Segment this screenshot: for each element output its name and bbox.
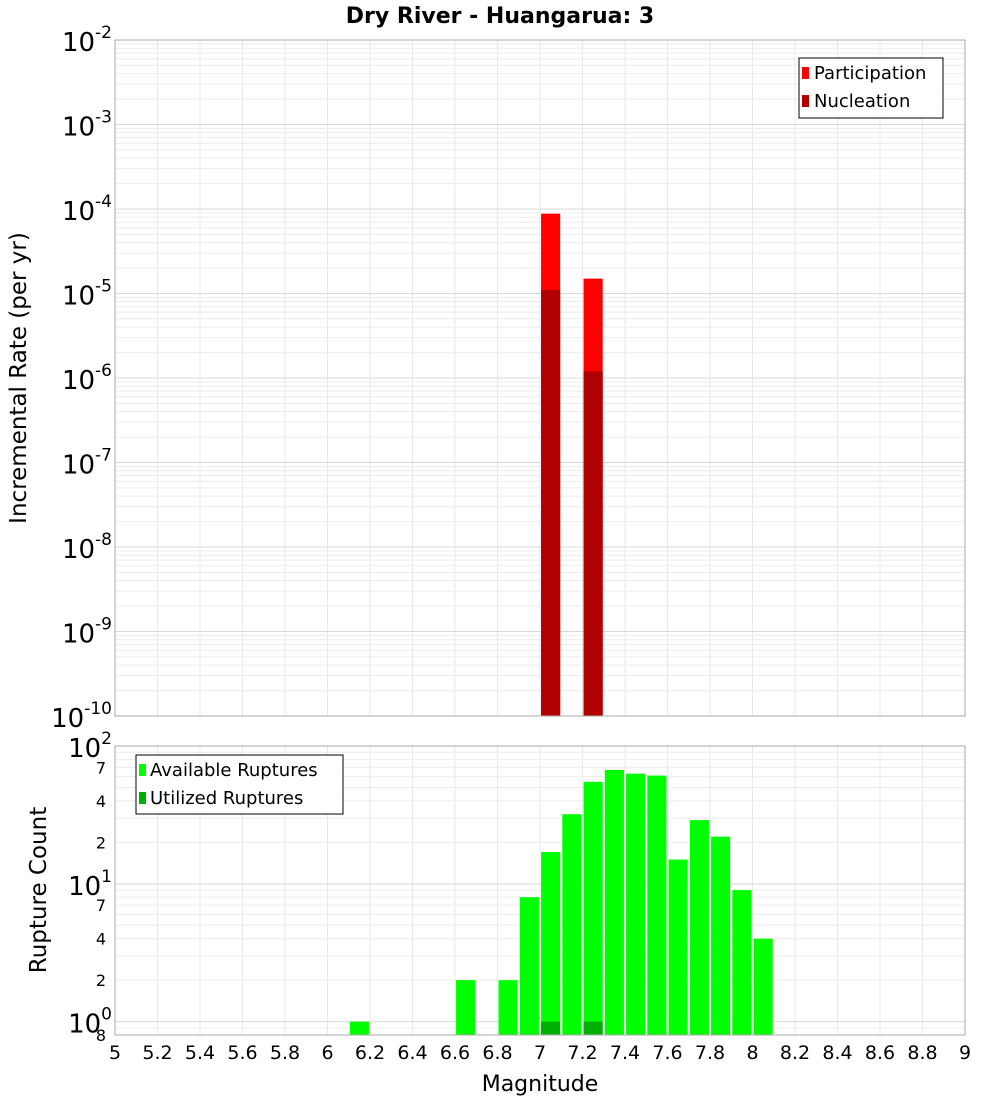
top-legend-box bbox=[798, 57, 944, 119]
bottom-available-ruptures-bar-9 bbox=[647, 775, 667, 1035]
bottom-available-ruptures-bar-10 bbox=[668, 859, 688, 1035]
top-y-tick-label-0: 10-2 bbox=[62, 23, 112, 58]
participation-legend-label: Participation bbox=[814, 63, 926, 84]
bottom-available-ruptures-bar-13 bbox=[732, 890, 752, 1035]
top-plot-frame bbox=[114, 39, 966, 717]
top-legend: Participation Nucleation bbox=[798, 57, 944, 119]
bottom-y-minor-label-2: 2 bbox=[96, 833, 106, 852]
bottom-y-minor-label-0: 7 bbox=[96, 758, 106, 777]
x-tick-label-3: 5.6 bbox=[227, 1042, 257, 1064]
x-tick-label-17: 8.4 bbox=[822, 1042, 852, 1064]
bottom-utilized-ruptures-bar-0 bbox=[541, 1021, 561, 1035]
bottom-y-major-label-2: 100 bbox=[68, 1005, 112, 1040]
x-tick-label-9: 6.8 bbox=[482, 1042, 512, 1064]
x-axis-label: Magnitude bbox=[482, 1072, 599, 1097]
x-tick-label-19: 8.8 bbox=[907, 1042, 937, 1064]
bottom-y-minor-label-1: 4 bbox=[96, 792, 106, 811]
x-tick-label-7: 6.4 bbox=[397, 1042, 427, 1064]
x-tick-label-11: 7.2 bbox=[567, 1042, 597, 1064]
top-y-tick-label-1: 10-3 bbox=[62, 108, 112, 143]
bottom-bars bbox=[349, 769, 773, 1035]
top-y-tick-label-5: 10-7 bbox=[62, 446, 112, 481]
x-tick-label-14: 7.8 bbox=[695, 1042, 725, 1064]
utilized-legend-swatch bbox=[139, 792, 146, 804]
top-y-tick-label-7: 10-9 bbox=[62, 615, 112, 650]
bottom-available-ruptures-bar-3 bbox=[519, 897, 539, 1035]
top-y-tick-label-4: 10-6 bbox=[62, 361, 112, 396]
bottom-available-ruptures-bar-6 bbox=[583, 781, 603, 1035]
bottom-available-ruptures-bar-7 bbox=[604, 769, 624, 1035]
top-y-tick-label-6: 10-8 bbox=[62, 530, 112, 565]
x-tick-label-8: 6.6 bbox=[440, 1042, 470, 1064]
x-tick-label-4: 5.8 bbox=[270, 1042, 300, 1064]
x-tick-label-10: 7 bbox=[534, 1042, 546, 1064]
x-tick-label-18: 8.6 bbox=[865, 1042, 895, 1064]
bottom-available-ruptures-bar-12 bbox=[711, 836, 731, 1035]
bottom-available-ruptures-bar-0 bbox=[349, 1021, 369, 1035]
bottom-available-ruptures-bar-4 bbox=[541, 852, 561, 1035]
nucleation-legend-swatch bbox=[802, 95, 809, 107]
bottom-y-minor-label-6: 8 bbox=[96, 1026, 106, 1045]
bottom-available-ruptures-bar-14 bbox=[753, 938, 773, 1035]
bottom-available-ruptures-bar-5 bbox=[562, 814, 582, 1035]
top-grid bbox=[115, 39, 965, 717]
bottom-y-minor-label-3: 7 bbox=[96, 896, 106, 915]
bottom-available-ruptures-bar-11 bbox=[689, 820, 709, 1035]
bottom-utilized-ruptures-bar-1 bbox=[583, 1021, 603, 1035]
bottom-y-major-label-0: 102 bbox=[68, 729, 112, 764]
top-y-axis-label: Incremental Rate (per yr) bbox=[6, 232, 32, 524]
available-legend-swatch bbox=[139, 764, 146, 776]
available-legend-label: Available Ruptures bbox=[150, 760, 318, 781]
bottom-y-minor-label-5: 2 bbox=[96, 971, 106, 990]
bottom-available-ruptures-bar-1 bbox=[456, 980, 476, 1035]
top-y-tick-label-8: 10-10 bbox=[51, 699, 112, 734]
x-tick-labels: 5 5.2 5.4 5.6 5.8 6 6.2 6.4 6.6 6.8 7 7.2 7.4 7.6 7.8 8… bbox=[109, 1042, 971, 1064]
top-bars bbox=[541, 213, 603, 716]
x-tick-label-0: 5 bbox=[109, 1042, 121, 1064]
x-tick-label-6: 6.2 bbox=[355, 1042, 385, 1064]
top-nucleation-bar-0 bbox=[541, 290, 561, 716]
bottom-available-ruptures-bar-8 bbox=[626, 773, 646, 1035]
top-y-tick-label-2: 10-4 bbox=[62, 192, 112, 227]
bottom-legend-box bbox=[135, 754, 344, 815]
x-tick-label-20: 9 bbox=[959, 1042, 971, 1064]
top-y-tick-label-3: 10-5 bbox=[62, 277, 112, 312]
bottom-y-major-label-1: 101 bbox=[68, 867, 112, 902]
bottom-y-minor-label-4: 4 bbox=[96, 930, 106, 949]
bottom-legend: Available Ruptures Utilized Ruptures bbox=[135, 754, 344, 815]
participation-legend-swatch bbox=[802, 67, 809, 79]
bottom-plot-frame bbox=[114, 745, 966, 1036]
x-tick-label-12: 7.4 bbox=[610, 1042, 640, 1064]
x-tick-label-5: 6 bbox=[321, 1042, 333, 1064]
x-tick-label-15: 8 bbox=[746, 1042, 758, 1064]
x-tick-label-16: 8.2 bbox=[780, 1042, 810, 1064]
x-tick-label-1: 5.2 bbox=[142, 1042, 172, 1064]
utilized-legend-label: Utilized Ruptures bbox=[150, 788, 303, 809]
x-tick-label-13: 7.6 bbox=[652, 1042, 682, 1064]
bottom-y-axis-label: Rupture Count bbox=[26, 807, 52, 973]
top-y-tick-labels: 10-2 10-3 10-4 10-5 10-6 10-7 10-8 10-9 10-10 bbox=[51, 23, 112, 734]
bottom-available-ruptures-bar-2 bbox=[498, 980, 518, 1035]
chart-title: Dry River - Huangarua: 3 bbox=[346, 4, 654, 29]
x-tick-label-2: 5.4 bbox=[185, 1042, 215, 1064]
top-nucleation-bar-1 bbox=[583, 371, 603, 716]
bottom-y-tick-labels: 102 101 100 7 4 2 7 4 2 8 bbox=[68, 729, 112, 1045]
nucleation-legend-label: Nucleation bbox=[814, 91, 910, 112]
